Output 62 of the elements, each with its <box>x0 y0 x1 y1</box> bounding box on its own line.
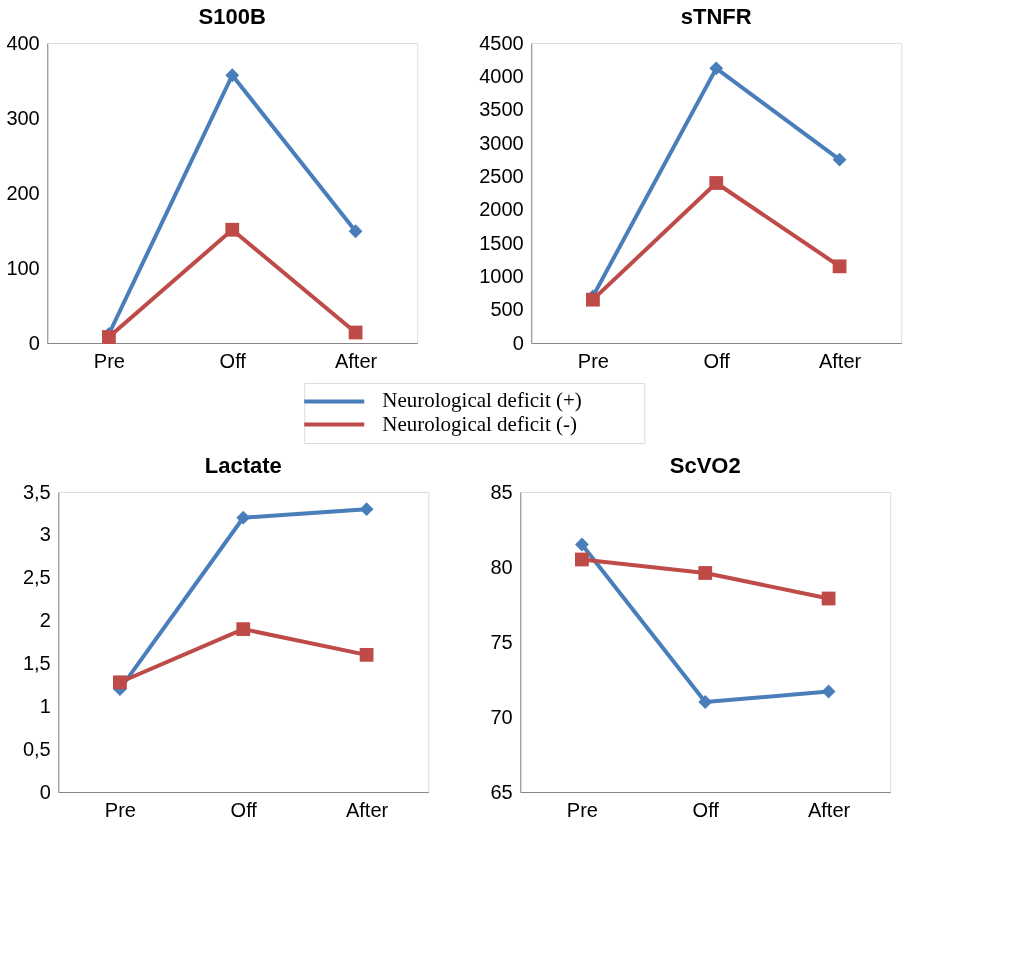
x-tick-label: After <box>818 349 862 372</box>
y-tick-label: 200 <box>6 181 40 204</box>
point <box>709 61 724 76</box>
y-tick-label: 4500 <box>479 31 524 54</box>
point <box>236 510 251 525</box>
y-tick-label: 70 <box>490 705 513 728</box>
point <box>709 176 724 190</box>
chart-title: ScVO2 <box>669 453 741 478</box>
y-tick-label: 2,5 <box>22 566 51 589</box>
point <box>698 566 713 580</box>
point <box>832 152 847 167</box>
y-tick-label: 2000 <box>479 198 524 221</box>
y-tick-label: 2 <box>39 609 51 632</box>
y-tick-label: 1000 <box>479 264 524 287</box>
point <box>225 68 240 83</box>
point <box>359 647 374 662</box>
y-tick-label: 0 <box>28 331 40 354</box>
y-tick-label: 300 <box>6 106 40 129</box>
point <box>225 222 240 237</box>
x-tick-label: After <box>807 798 851 821</box>
x-tick-label: After <box>345 798 389 821</box>
chart-title: Lactate <box>204 453 282 478</box>
y-tick-label: 1,5 <box>22 651 51 674</box>
x-tick-label: Pre <box>566 798 598 821</box>
y-tick-label: 100 <box>6 256 40 279</box>
y-tick-label: 2500 <box>479 164 524 187</box>
chart-title: S100B <box>198 4 266 29</box>
point <box>113 675 127 690</box>
point <box>359 502 374 517</box>
y-tick-label: 3500 <box>479 98 524 121</box>
point <box>698 695 713 709</box>
x-tick-label: Off <box>703 349 731 372</box>
y-tick-label: 65 <box>490 780 513 803</box>
x-tick-label: Pre <box>577 349 609 372</box>
point <box>575 537 589 552</box>
point <box>348 224 363 239</box>
y-tick-label: 0,5 <box>22 737 51 760</box>
y-tick-label: 1 <box>39 694 51 717</box>
point <box>236 622 251 637</box>
chart-title: sTNFR <box>680 4 752 29</box>
x-tick-label: Off <box>219 349 247 372</box>
y-tick-label: 3,5 <box>22 480 51 503</box>
y-tick-label: 85 <box>490 480 513 503</box>
y-tick-label: 500 <box>490 298 524 321</box>
x-tick-label: After <box>334 349 378 372</box>
y-tick-label: 0 <box>39 780 51 803</box>
y-tick-label: 75 <box>490 630 513 653</box>
point <box>575 552 589 567</box>
x-tick-label: Off <box>692 798 720 821</box>
x-tick-label: Pre <box>93 349 125 372</box>
x-tick-label: Off <box>230 798 258 821</box>
y-tick-label: 80 <box>490 555 513 578</box>
y-tick-label: 3 <box>39 523 51 546</box>
y-tick-label: 4000 <box>479 64 524 87</box>
y-tick-label: 0 <box>512 331 524 354</box>
y-tick-label: 1500 <box>479 231 524 254</box>
y-tick-label: 400 <box>6 31 40 54</box>
legend-label: Neurological deficit (+) <box>382 388 582 413</box>
y-tick-label: 3000 <box>479 131 524 154</box>
point <box>832 259 847 274</box>
x-tick-label: Pre <box>104 798 136 821</box>
legend-label: Neurological deficit (-) <box>382 411 577 436</box>
